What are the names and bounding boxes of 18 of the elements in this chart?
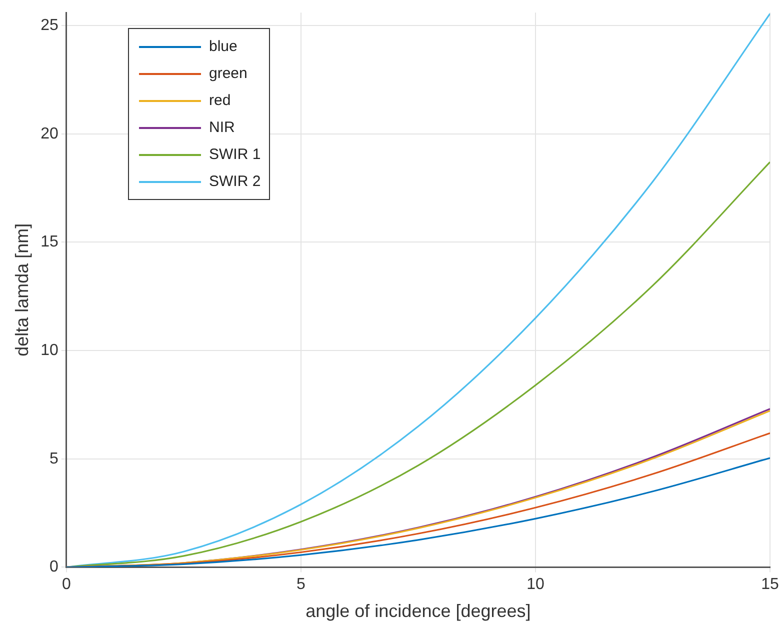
y-tick-label: 20 (40, 125, 58, 142)
y-tick-label: 15 (40, 234, 58, 251)
x-tick-label: 0 (62, 576, 71, 594)
legend-label: SWIR 1 (209, 146, 261, 163)
y-axis-title: delta lamda [nm] (12, 223, 32, 356)
y-tick-label: 10 (40, 342, 58, 359)
y-tick-label: 0 (49, 558, 58, 576)
x-tick-label: 10 (526, 576, 544, 594)
y-tick-label: 25 (40, 17, 58, 34)
legend-label: red (209, 92, 231, 109)
legend-label: NIR (209, 119, 235, 136)
x-tick-label: 5 (296, 576, 306, 594)
legend-label: SWIR 2 (209, 173, 261, 190)
legend-label: blue (209, 38, 238, 55)
x-axis-title: angle of incidence [degrees] (306, 601, 531, 622)
x-tick-label: 15 (761, 576, 779, 594)
y-tick-label: 5 (49, 450, 58, 468)
legend-label: green (209, 65, 248, 82)
